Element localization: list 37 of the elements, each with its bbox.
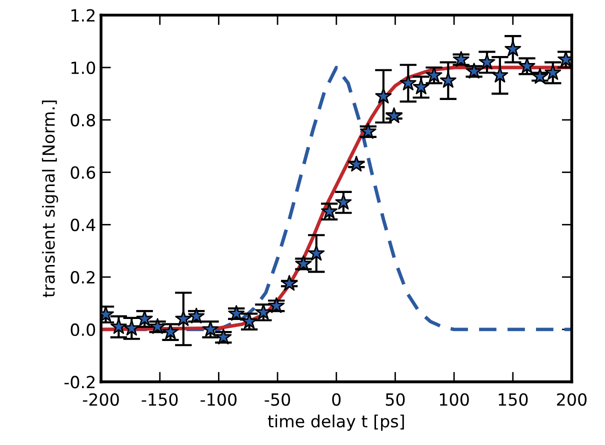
point — [440, 72, 456, 88]
point — [504, 40, 522, 56]
point — [123, 320, 140, 336]
point — [295, 255, 312, 272]
x-tick-label: 50 — [386, 393, 405, 406]
y-tick-label: 0.8 — [70, 114, 96, 126]
y-tick-label: -0.2 — [64, 376, 95, 388]
x-tick-label: -150 — [142, 393, 178, 406]
y-tick-label: 1.0 — [72, 61, 96, 74]
x-tick-label: 150 — [498, 393, 528, 406]
y-axis-title: transient signal [Norm.] — [42, 100, 58, 298]
x-tick-label: 100 — [440, 393, 469, 406]
x-tick-label: 0 — [332, 393, 341, 406]
x-tick-label: -200 — [82, 393, 119, 406]
point — [110, 318, 127, 334]
y-tick-label: 0.6 — [70, 166, 96, 179]
x-tick-label: -100 — [200, 393, 237, 406]
point — [492, 66, 508, 82]
point — [308, 244, 325, 261]
y-tick-label: 0.4 — [70, 218, 96, 232]
point — [281, 274, 298, 291]
y-tick-label: 1.2 — [72, 9, 95, 22]
point — [149, 318, 166, 334]
point — [335, 194, 352, 210]
x-tick-label: 200 — [557, 393, 587, 406]
y-tick-label: 0.2 — [70, 271, 95, 284]
point — [544, 64, 562, 80]
point — [478, 54, 496, 70]
point — [175, 310, 192, 326]
x-axis-title: time delay t [ps] — [268, 414, 404, 431]
y-tick-label: 0.0 — [70, 323, 96, 336]
point — [348, 156, 365, 172]
point — [386, 107, 402, 124]
point — [375, 88, 392, 104]
x-tick-label: -50 — [264, 393, 290, 406]
point — [400, 74, 416, 90]
point — [412, 78, 430, 94]
